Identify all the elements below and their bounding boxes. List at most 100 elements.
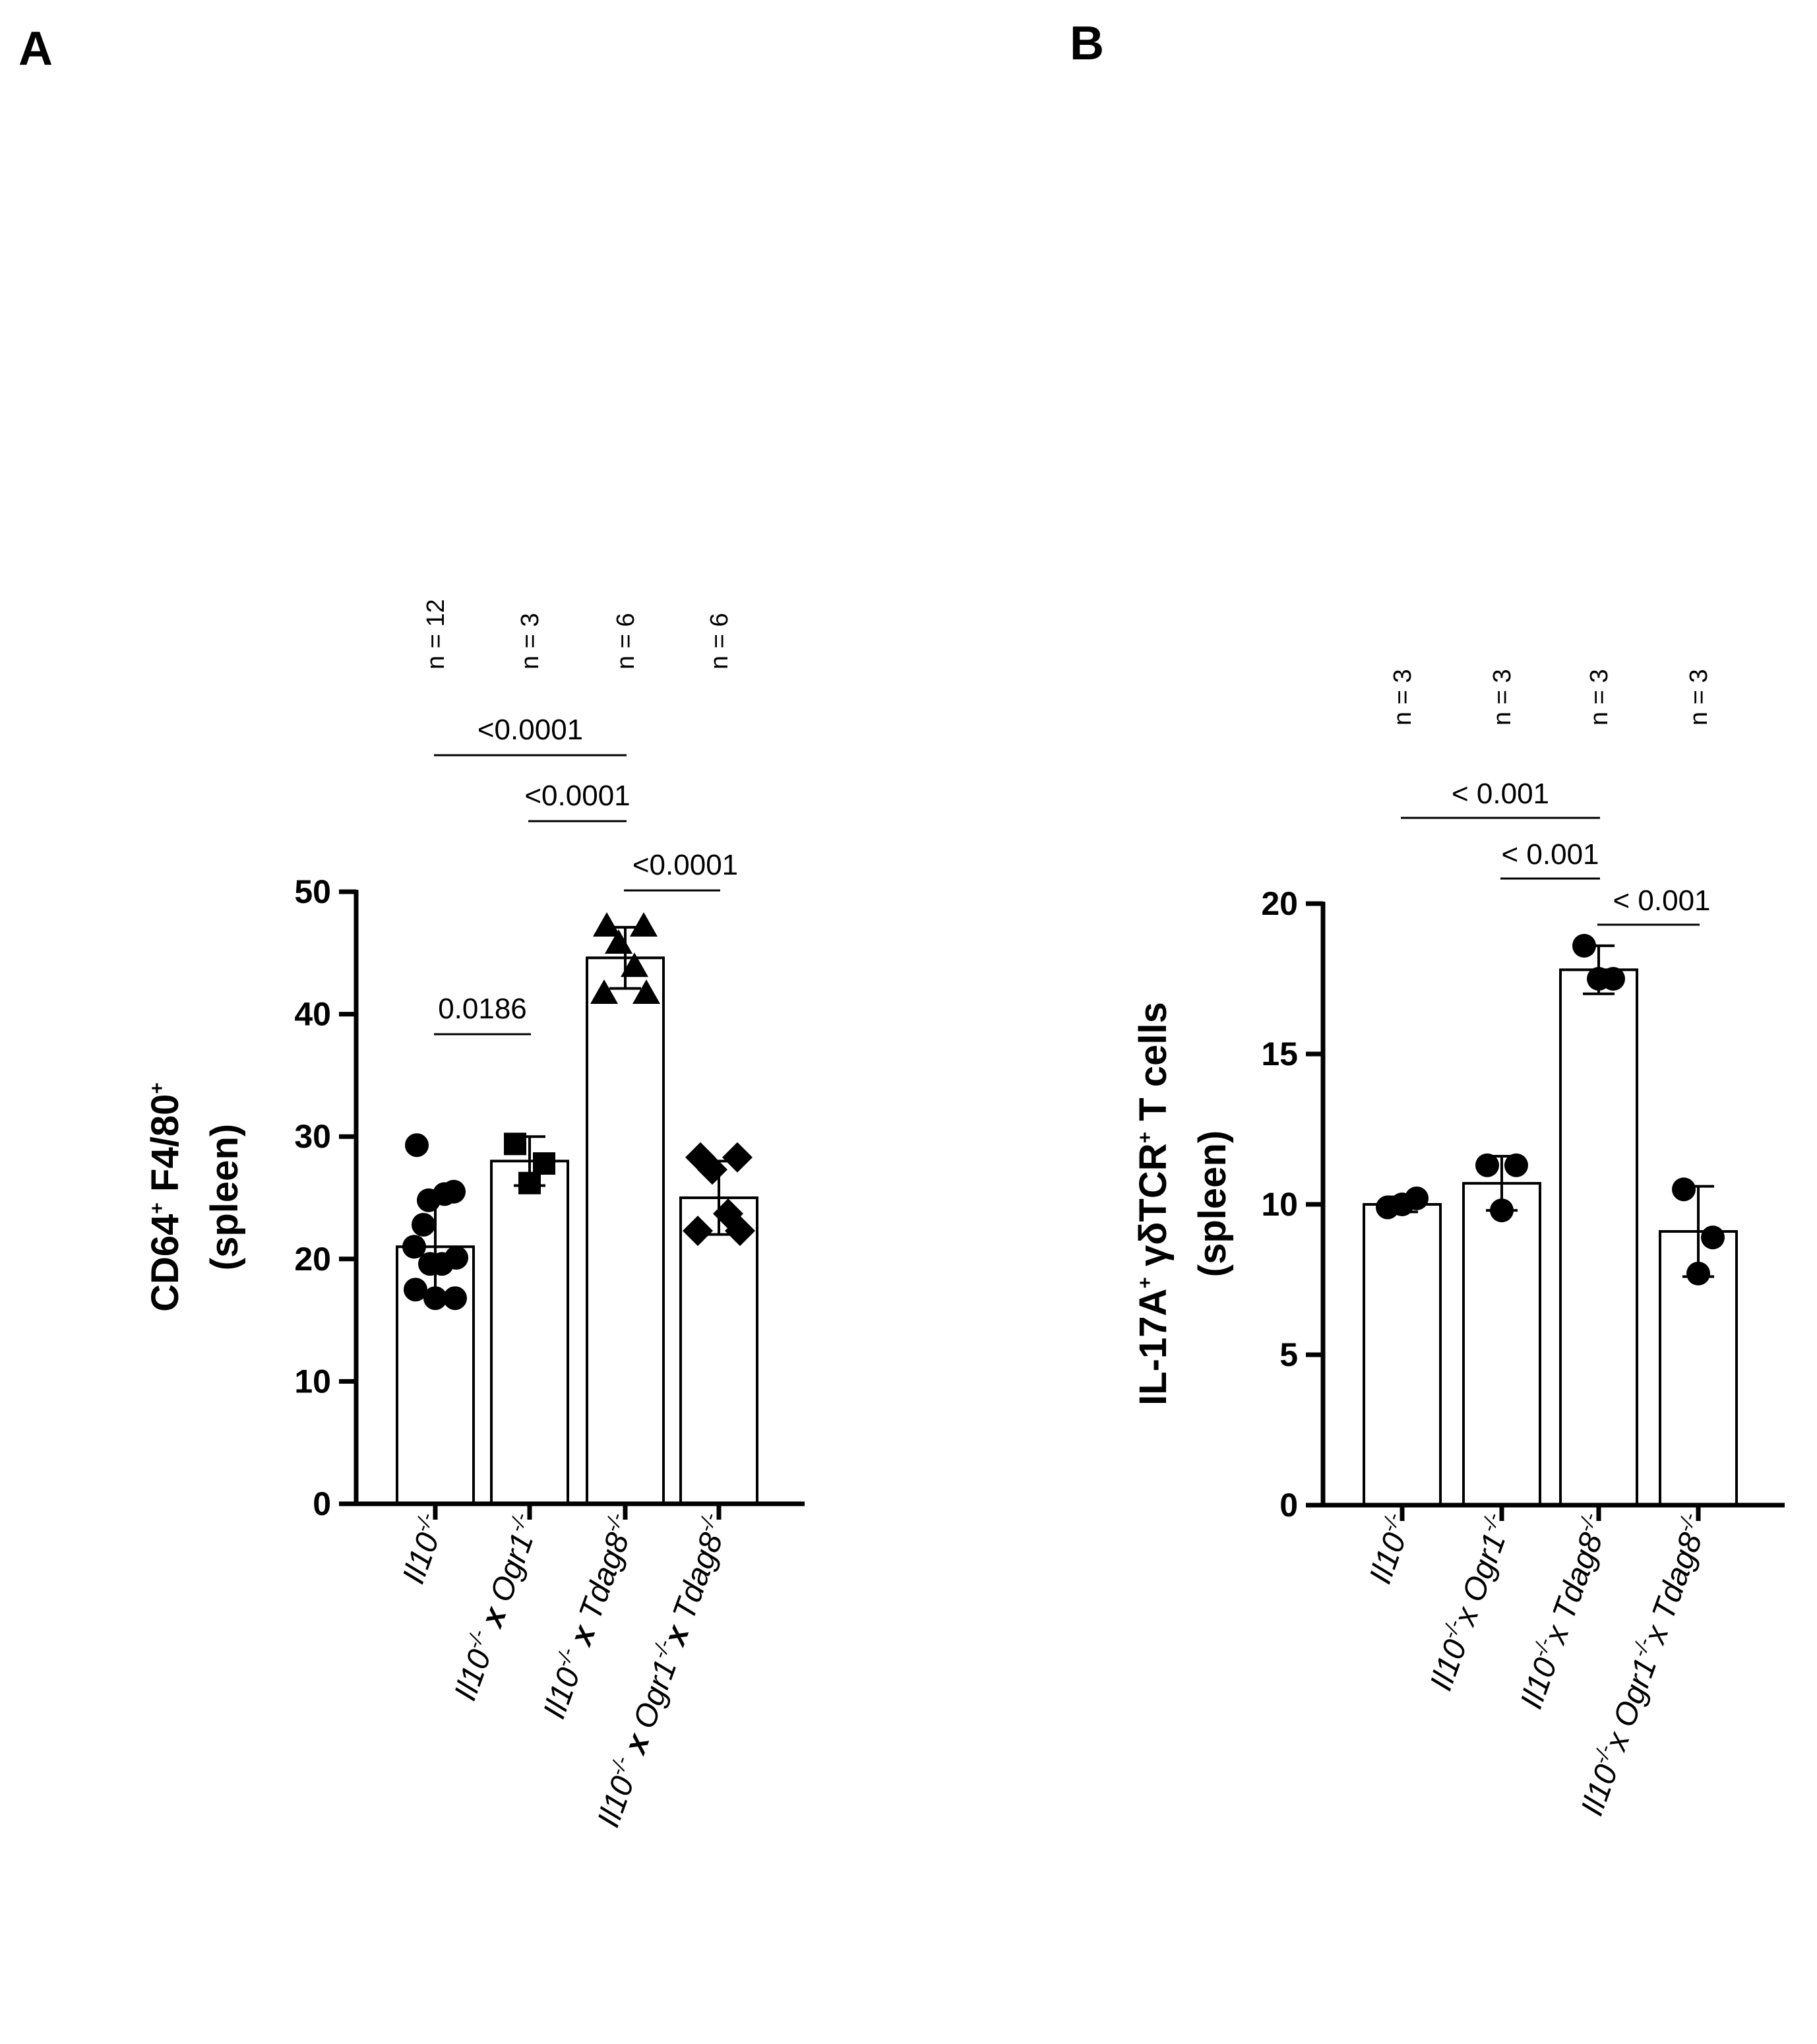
p-value-label: < 0.001 bbox=[1613, 884, 1710, 917]
bar bbox=[490, 1160, 569, 1505]
bar bbox=[679, 1196, 758, 1505]
category-label-part: Ogr1 bbox=[483, 1528, 540, 1606]
y-axis-label-sup: + bbox=[146, 1082, 168, 1094]
category-label-part: Tdag8 bbox=[572, 1528, 636, 1625]
data-point bbox=[405, 1133, 429, 1158]
data-point bbox=[423, 1286, 447, 1311]
category-label: Il10-/- bbox=[394, 1510, 453, 1588]
data-point bbox=[1490, 1198, 1514, 1223]
data-point bbox=[621, 952, 648, 977]
p-value-label: < 0.001 bbox=[1501, 838, 1599, 871]
y-axis-label-sup: + bbox=[1134, 1132, 1156, 1144]
p-value-label: <0.0001 bbox=[632, 849, 738, 881]
y-tick-label: 20 bbox=[1261, 885, 1298, 922]
panel-letter-a: A bbox=[18, 22, 53, 75]
data-point bbox=[683, 1216, 713, 1247]
n-label: n = 3 bbox=[1586, 669, 1613, 726]
data-point bbox=[412, 1212, 435, 1237]
y-axis-label-line2: (spleen) bbox=[1191, 1130, 1234, 1277]
data-point bbox=[1686, 1261, 1710, 1285]
data-point bbox=[1475, 1153, 1499, 1177]
y-tick-label: 5 bbox=[1279, 1336, 1298, 1373]
y-tick-label: 10 bbox=[1261, 1186, 1298, 1223]
y-tick-label: 20 bbox=[294, 1241, 331, 1278]
data-point bbox=[722, 1142, 753, 1173]
n-label: n = 3 bbox=[1389, 669, 1417, 726]
category-label: Il10-/- bbox=[1361, 1510, 1420, 1588]
n-label: n = 6 bbox=[706, 613, 733, 669]
category-label-part: Il10 bbox=[396, 1528, 446, 1588]
y-axis-label-part: IL-17A bbox=[1132, 1289, 1175, 1406]
y-axis-label: IL-17A+ γδTCR+ T cells bbox=[1132, 1002, 1175, 1406]
data-point bbox=[1572, 933, 1596, 958]
n-label: n = 6 bbox=[612, 613, 640, 669]
data-point bbox=[630, 912, 658, 937]
data-point bbox=[590, 979, 618, 1005]
data-point bbox=[402, 1235, 426, 1259]
y-tick-label: 15 bbox=[1261, 1036, 1298, 1072]
y-axis-label-part: CD64 bbox=[144, 1214, 187, 1312]
data-point bbox=[1504, 1153, 1528, 1177]
data-point bbox=[404, 1278, 427, 1302]
category-label-part: Ogr1 bbox=[1456, 1528, 1512, 1606]
data-point bbox=[504, 1132, 526, 1156]
p-value-label: 0.0186 bbox=[438, 993, 527, 1025]
data-point bbox=[632, 979, 660, 1005]
y-axis-label-sup: + bbox=[1134, 1277, 1156, 1289]
p-value-label: < 0.001 bbox=[1452, 778, 1549, 810]
y-axis-label-part: γδTCR bbox=[1132, 1143, 1175, 1277]
y-tick-label: 10 bbox=[294, 1363, 331, 1400]
category-label: Il10-/- x Tdag8-/- bbox=[534, 1510, 642, 1723]
category-label-part: Ogr1 bbox=[627, 1655, 683, 1733]
y-tick-label: 0 bbox=[313, 1485, 331, 1522]
y-tick-label: 40 bbox=[294, 996, 331, 1033]
bar bbox=[586, 956, 665, 1505]
n-label: n = 3 bbox=[516, 613, 544, 669]
data-point bbox=[1701, 1225, 1725, 1250]
y-tick-label: 0 bbox=[1279, 1487, 1298, 1524]
y-axis-label-part: T cells bbox=[1132, 1002, 1175, 1132]
bar bbox=[1363, 1203, 1442, 1506]
category-label-part: Il10 bbox=[1574, 1760, 1624, 1820]
data-point bbox=[1390, 1192, 1414, 1216]
y-axis-label-part: F4/80 bbox=[144, 1094, 187, 1202]
data-point bbox=[518, 1171, 541, 1194]
category-label-part: Il10 bbox=[1363, 1528, 1413, 1588]
panel-letter-b: B bbox=[1070, 17, 1104, 70]
data-point bbox=[593, 912, 621, 937]
category-label-part: Tdag8 bbox=[1546, 1528, 1609, 1625]
p-value-label: <0.0001 bbox=[477, 714, 583, 746]
bar bbox=[1559, 968, 1638, 1506]
y-axis-label-sup: + bbox=[146, 1202, 168, 1214]
data-point bbox=[430, 1252, 454, 1276]
category-label-part: Il10 bbox=[448, 1645, 498, 1705]
category-label-part: Il10 bbox=[1514, 1654, 1564, 1714]
n-label: n = 12 bbox=[422, 599, 450, 669]
category-label-part: Tdag8 bbox=[1646, 1528, 1709, 1625]
category-label-part: Tdag8 bbox=[666, 1528, 729, 1625]
data-point bbox=[443, 1286, 467, 1311]
y-axis-label: CD64+ F4/80+ bbox=[144, 1082, 187, 1312]
category-label: Il10-/-x Tdag8-/- bbox=[1512, 1510, 1617, 1713]
category-label: Il10-/-x Ogr1-/- bbox=[1421, 1510, 1520, 1695]
data-point bbox=[533, 1152, 555, 1175]
data-point bbox=[1587, 967, 1611, 991]
category-label: Il10-/- x Ogr1-/- bbox=[445, 1510, 547, 1705]
category-label-part: Ogr1 bbox=[1607, 1654, 1663, 1731]
data-point bbox=[605, 929, 632, 954]
y-tick-label: 30 bbox=[294, 1118, 331, 1155]
data-point bbox=[1672, 1177, 1696, 1202]
data-point bbox=[725, 1216, 755, 1247]
data-point bbox=[433, 1182, 456, 1206]
data-point bbox=[697, 1154, 727, 1185]
n-label: n = 3 bbox=[1489, 669, 1516, 726]
p-value-label: <0.0001 bbox=[524, 780, 630, 812]
category-label-part: Il10 bbox=[537, 1663, 587, 1723]
n-label: n = 3 bbox=[1685, 669, 1713, 726]
bar bbox=[1462, 1182, 1541, 1506]
y-axis-label-line2: (spleen) bbox=[203, 1124, 246, 1270]
category-label-part: Il10 bbox=[1423, 1635, 1473, 1695]
